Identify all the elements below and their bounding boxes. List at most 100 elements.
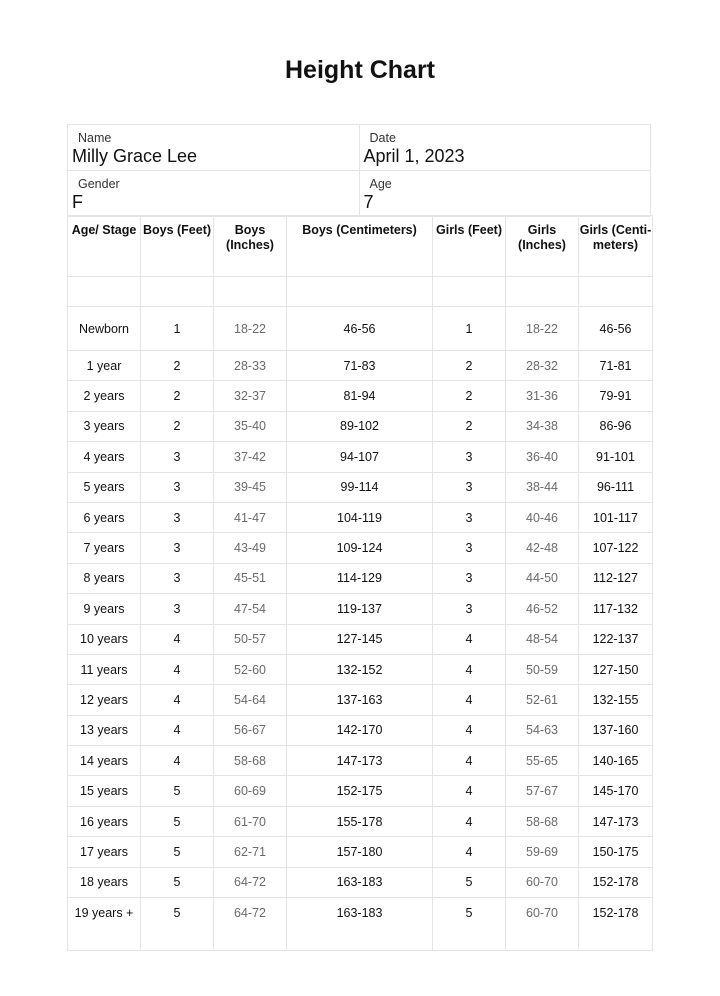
cell-age-stage: 3 years [67, 410, 141, 443]
cell-girls-cm: 91-101 [578, 441, 653, 473]
gender-label: Gender [78, 177, 120, 191]
cell-boys-cm: 71-83 [286, 349, 433, 382]
cell-girls-cm: 117-132 [578, 593, 653, 625]
cell-boys-feet: 2 [140, 349, 214, 382]
cell-boys-feet: 3 [140, 501, 214, 534]
gender-field[interactable]: Gender F [67, 170, 360, 217]
cell-age-stage: 7 years [67, 532, 141, 564]
cell-girls-feet: 3 [432, 471, 506, 503]
cell-girls-inches: 36-40 [505, 441, 579, 473]
cell-age-stage: 1 year [67, 349, 141, 382]
cell-boys-cm: 99-114 [286, 471, 433, 503]
cell-boys-inches: 28-33 [213, 349, 287, 382]
empty-cell [286, 276, 433, 307]
cell-age-stage: 18 years [67, 866, 141, 899]
cell-girls-feet: 4 [432, 745, 506, 777]
cell-girls-inches: 31-36 [505, 380, 579, 412]
table-row: 4 years 3 37-42 94-107 3 36-40 91-101 [67, 441, 653, 473]
cell-age-stage: 4 years [67, 441, 141, 473]
table-row: 6 years 3 41-47 104-119 3 40-46 101-117 [67, 501, 653, 534]
cell-boys-inches: 45-51 [213, 562, 287, 595]
cell-girls-inches: 38-44 [505, 471, 579, 503]
cell-girls-cm: 132-155 [578, 684, 653, 716]
cell-boys-feet: 5 [140, 775, 214, 807]
cell-boys-feet: 2 [140, 380, 214, 412]
cell-boys-feet: 2 [140, 410, 214, 443]
cell-boys-inches: 60-69 [213, 775, 287, 807]
cell-girls-cm: 107-122 [578, 532, 653, 564]
cell-boys-cm: 152-175 [286, 775, 433, 807]
table-row: Newborn 1 18-22 46-56 1 18-22 46-56 [67, 306, 653, 351]
cell-boys-inches: 50-57 [213, 623, 287, 655]
cell-girls-feet: 3 [432, 562, 506, 595]
cell-boys-inches: 58-68 [213, 745, 287, 777]
cell-girls-feet: 3 [432, 501, 506, 534]
cell-boys-cm: 137-163 [286, 684, 433, 716]
cell-girls-inches: 34-38 [505, 410, 579, 443]
cell-girls-feet: 4 [432, 775, 506, 807]
cell-age-stage: 12 years [67, 684, 141, 716]
name-value: Milly Grace Lee [72, 146, 198, 166]
cell-girls-feet: 5 [432, 866, 506, 899]
cell-boys-cm: 114-129 [286, 562, 433, 595]
table-row: 17 years 5 62-71 157-180 4 59-69 150-175 [67, 836, 653, 868]
cell-age-stage: 15 years [67, 775, 141, 807]
cell-boys-inches: 62-71 [213, 836, 287, 868]
cell-age-stage: 16 years [67, 805, 141, 838]
cell-girls-cm: 46-56 [578, 306, 653, 351]
cell-boys-cm: 119-137 [286, 593, 433, 625]
cell-boys-feet: 5 [140, 866, 214, 899]
table-row: 16 years 5 61-70 155-178 4 58-68 147-173 [67, 805, 653, 838]
cell-boys-cm: 147-173 [286, 745, 433, 777]
cell-boys-feet: 3 [140, 593, 214, 625]
cell-boys-feet: 3 [140, 562, 214, 595]
cell-girls-inches: 55-65 [505, 745, 579, 777]
cell-boys-cm: 155-178 [286, 805, 433, 838]
cell-boys-inches: 56-67 [213, 714, 287, 747]
cell-girls-cm: 137-160 [578, 714, 653, 747]
cell-girls-feet: 4 [432, 623, 506, 655]
table-row: 14 years 4 58-68 147-173 4 55-65 140-165 [67, 745, 653, 777]
cell-boys-feet: 4 [140, 653, 214, 686]
date-field[interactable]: Date April 1, 2023 [358, 124, 651, 171]
page-title: Height Chart [285, 56, 435, 84]
table-row: 18 years 5 64-72 163-183 5 60-70 152-178 [67, 866, 653, 899]
cell-boys-inches: 37-42 [213, 441, 287, 473]
empty-row [67, 276, 653, 307]
header-boys-inches: Boys (Inches) [213, 215, 287, 277]
table-row: 9 years 3 47-54 119-137 3 46-52 117-132 [67, 593, 653, 625]
cell-boys-inches: 64-72 [213, 866, 287, 899]
cell-age-stage: 19 years + [67, 897, 141, 952]
cell-girls-cm: 79-91 [578, 380, 653, 412]
cell-boys-inches: 39-45 [213, 471, 287, 503]
cell-girls-cm: 147-173 [578, 805, 653, 838]
cell-boys-feet: 4 [140, 745, 214, 777]
age-field[interactable]: Age 7 [358, 170, 651, 217]
info-table: Name Milly Grace Lee Date April 1, 2023 Ge… [67, 124, 651, 217]
cell-girls-cm: 122-137 [578, 623, 653, 655]
gender-value: F [72, 192, 83, 212]
cell-girls-inches: 60-70 [505, 897, 579, 952]
name-field[interactable]: Name Milly Grace Lee [67, 124, 360, 171]
cell-boys-feet: 1 [140, 306, 214, 351]
cell-boys-inches: 52-60 [213, 653, 287, 686]
cell-boys-inches: 64-72 [213, 897, 287, 952]
cell-girls-inches: 54-63 [505, 714, 579, 747]
cell-girls-cm: 96-111 [578, 471, 653, 503]
cell-age-stage: 6 years [67, 501, 141, 534]
cell-girls-cm: 112-127 [578, 562, 653, 595]
cell-boys-feet: 5 [140, 897, 214, 952]
cell-girls-inches: 60-70 [505, 866, 579, 899]
cell-girls-feet: 2 [432, 349, 506, 382]
cell-girls-inches: 46-52 [505, 593, 579, 625]
cell-boys-inches: 47-54 [213, 593, 287, 625]
empty-cell [578, 276, 653, 307]
table-row: 15 years 5 60-69 152-175 4 57-67 145-170 [67, 775, 653, 807]
header-boys-cm: Boys (Centimeters) [286, 215, 433, 277]
cell-boys-cm: 163-183 [286, 897, 433, 952]
cell-age-stage: 13 years [67, 714, 141, 747]
empty-cell [432, 276, 506, 307]
cell-boys-cm: 46-56 [286, 306, 433, 351]
cell-boys-cm: 157-180 [286, 836, 433, 868]
table-row: 7 years 3 43-49 109-124 3 42-48 107-122 [67, 532, 653, 564]
